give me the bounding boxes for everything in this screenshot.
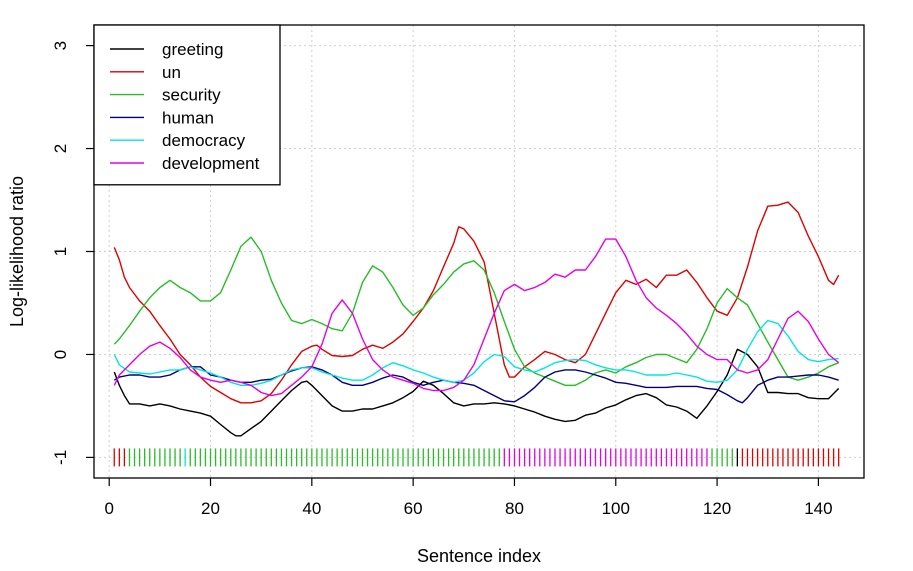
y-tick-label: 3 (51, 41, 70, 50)
x-tick-label: 0 (104, 499, 113, 518)
series-line-democracy (113, 319, 839, 386)
legend-label-democracy: democracy (162, 131, 246, 150)
series-line-development (113, 238, 840, 397)
legend-label-security: security (162, 86, 221, 105)
x-tick-label: 80 (505, 499, 524, 518)
x-tick-label: 20 (201, 499, 220, 518)
axes: 0 20 40 60 80 100 120 140 -1 0 1 2 3 (51, 41, 833, 518)
series-line-human (113, 366, 839, 404)
y-tick-label: 0 (51, 350, 70, 359)
x-axis-title: Sentence index (417, 546, 541, 566)
series-lines (113, 201, 840, 437)
x-tick-label: 140 (804, 499, 832, 518)
legend-label-human: human (162, 108, 214, 127)
legend-label-greeting: greeting (162, 40, 223, 59)
legend-label-development: development (162, 154, 260, 173)
y-tick-label: 2 (51, 144, 70, 153)
x-tick-label: 100 (602, 499, 630, 518)
y-tick-label: -1 (51, 450, 70, 465)
series-line-un (113, 201, 840, 404)
x-tick-label: 40 (302, 499, 321, 518)
legend-label-un: un (162, 63, 181, 82)
legend-box (93, 24, 281, 186)
x-tick-label: 120 (703, 499, 731, 518)
y-tick-label: 1 (51, 247, 70, 256)
series-line-security (113, 236, 839, 386)
y-axis-title: Log-likelihood ratio (7, 176, 27, 327)
rug-marks (113, 448, 840, 467)
series-line-greeting (113, 348, 840, 437)
legend: greeting un security human democracy developm… (93, 24, 281, 186)
x-tick-label: 60 (404, 499, 423, 518)
